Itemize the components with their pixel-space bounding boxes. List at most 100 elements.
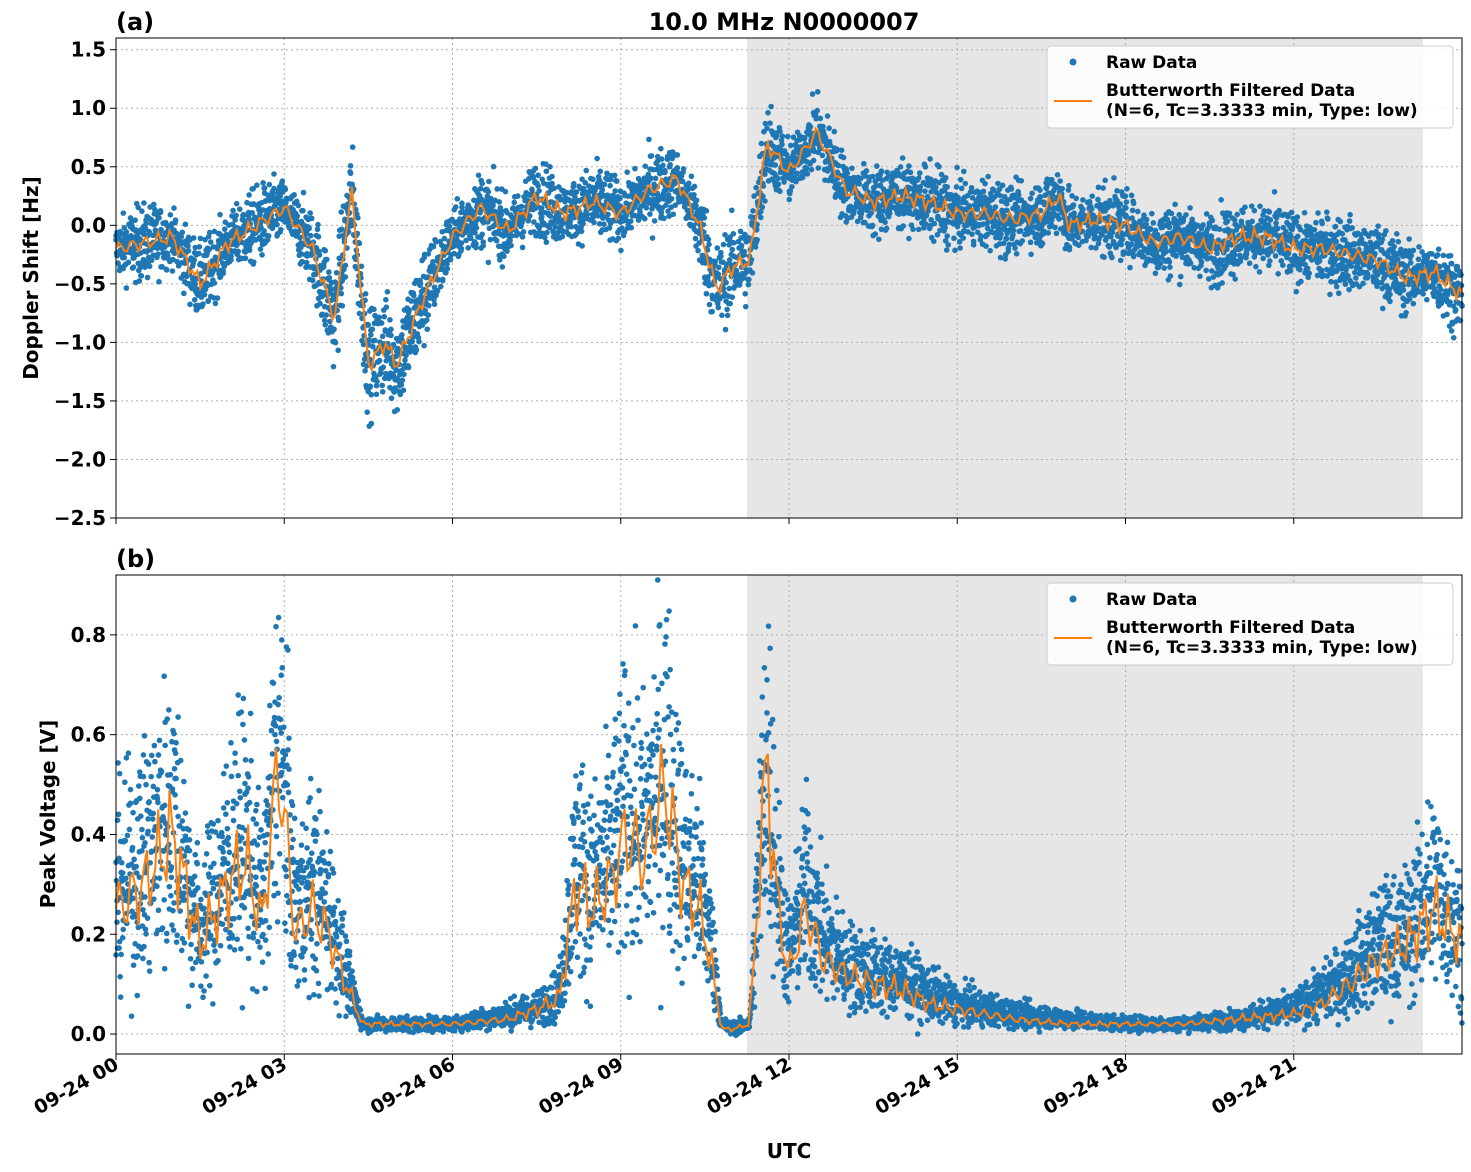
raw-data-point (943, 247, 950, 253)
raw-data-point (475, 172, 482, 179)
raw-data-point (157, 207, 164, 214)
raw-data-point (1187, 260, 1194, 267)
raw-data-point (121, 254, 128, 261)
raw-data-point (1173, 253, 1179, 259)
raw-data-point (206, 246, 213, 253)
raw-data-point (1059, 185, 1065, 192)
raw-data-point (1332, 223, 1339, 230)
raw-data-point (757, 214, 764, 221)
raw-data-point (960, 168, 967, 175)
raw-data-point (421, 342, 427, 349)
raw-data-point (347, 163, 354, 169)
raw-data-point (248, 240, 254, 246)
raw-data-point (1288, 209, 1295, 216)
raw-data-point (494, 186, 500, 192)
raw-data-point (944, 233, 951, 239)
raw-data-point (668, 196, 675, 202)
raw-data-point (807, 129, 813, 135)
raw-data-point (1391, 243, 1397, 250)
raw-data-point (762, 198, 768, 204)
raw-data-point (249, 210, 256, 216)
raw-data-point (1003, 236, 1010, 242)
raw-data-point (1167, 264, 1173, 270)
raw-data-point (742, 303, 749, 310)
raw-data-point (872, 231, 879, 237)
raw-data-point (544, 229, 550, 236)
raw-data-point (693, 197, 700, 204)
raw-data-point (579, 243, 585, 249)
raw-data-point (490, 163, 497, 170)
raw-data-point (1214, 250, 1220, 257)
raw-data-point (599, 187, 606, 193)
raw-data-point (192, 244, 199, 251)
raw-data-point (304, 237, 311, 243)
raw-data-point (1313, 219, 1319, 226)
raw-data-point (607, 182, 613, 189)
raw-data-point (1393, 230, 1400, 237)
raw-data-point (454, 196, 461, 202)
raw-data-point (824, 113, 831, 119)
raw-data-point (954, 164, 960, 171)
raw-data-point (942, 224, 948, 231)
raw-data-point (705, 236, 712, 243)
raw-data-point (831, 128, 838, 135)
raw-data-point (362, 291, 369, 297)
raw-data-point (758, 140, 765, 147)
raw-data-point (242, 255, 249, 262)
raw-data-point (367, 383, 374, 390)
raw-data-point (945, 242, 952, 248)
raw-data-point (1298, 278, 1304, 285)
raw-data-point (459, 200, 465, 207)
raw-data-point (1271, 189, 1278, 195)
raw-data-point (936, 163, 942, 170)
raw-data-point (1333, 238, 1339, 245)
raw-data-point (250, 185, 257, 192)
raw-data-point (543, 168, 550, 175)
raw-data-point (485, 189, 492, 195)
raw-data-point (738, 242, 745, 249)
raw-data-point (729, 294, 736, 300)
raw-data-point (765, 110, 771, 116)
raw-data-point (220, 268, 227, 274)
raw-data-point (869, 222, 876, 229)
raw-data-point (882, 219, 888, 226)
raw-data-point (425, 312, 432, 318)
raw-data-point (722, 326, 729, 333)
raw-data-point (397, 391, 404, 398)
raw-data-point (768, 103, 774, 110)
raw-data-point (764, 125, 770, 132)
raw-data-point (1318, 267, 1325, 274)
raw-data-point (339, 302, 346, 309)
raw-data-point (373, 391, 380, 398)
raw-data-point (362, 367, 368, 374)
raw-data-point (745, 281, 752, 288)
raw-data-point (156, 278, 162, 285)
raw-data-point (425, 251, 432, 257)
raw-data-point (944, 184, 951, 190)
raw-data-point (1293, 288, 1300, 295)
raw-data-point (326, 275, 333, 281)
raw-data-point (155, 251, 161, 257)
raw-data-point (413, 303, 419, 310)
raw-data-point (779, 133, 786, 139)
raw-data-point (487, 236, 494, 243)
raw-data-point (649, 235, 656, 241)
raw-data-point (214, 295, 221, 301)
raw-data-point (1315, 210, 1321, 216)
raw-data-point (358, 263, 365, 270)
raw-data-point (277, 193, 283, 200)
raw-data-point (1364, 271, 1371, 277)
raw-data-point (402, 357, 408, 364)
raw-data-point (876, 236, 882, 243)
raw-data-point (437, 283, 444, 290)
raw-data-point (597, 168, 604, 175)
raw-data-point (368, 391, 375, 398)
raw-data-point (123, 229, 130, 235)
raw-data-point (999, 182, 1006, 189)
raw-data-point (779, 141, 785, 148)
raw-data-point (393, 367, 399, 373)
raw-data-point (282, 219, 288, 225)
raw-data-point (136, 278, 143, 284)
raw-data-point (701, 215, 708, 221)
raw-data-point (207, 239, 214, 245)
